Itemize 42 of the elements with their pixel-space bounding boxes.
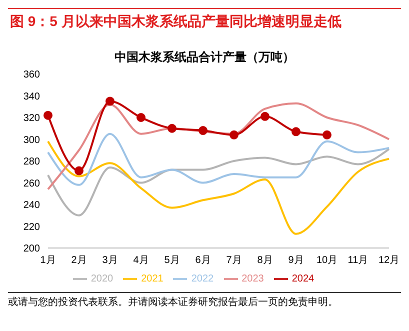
y-tick-label: 340 [23, 91, 40, 102]
point [136, 113, 146, 122]
point [44, 110, 52, 120]
y-tick-label: 240 [23, 200, 40, 212]
y-tick-label: 220 [23, 222, 40, 233]
x-tick-label: 1月 [40, 255, 56, 266]
text: 或请与您的投资代表联系。并请阅读本证券研究报告最后一页的免责申明。 [8, 295, 401, 309]
y-tick-label: 260 [23, 178, 40, 190]
x-tick-label: 6月 [195, 255, 211, 266]
y-tick-label: 200 [23, 244, 40, 255]
x-tick-label: 5月 [164, 255, 180, 266]
legend-label: 2022 [191, 274, 214, 285]
point [322, 130, 332, 140]
y-tick-label: 320 [23, 113, 40, 124]
x-tick-label: 10月 [316, 255, 338, 266]
x-tick-label: 7月 [226, 255, 242, 266]
legend-label: 2021 [141, 274, 164, 285]
x-tick-label: 12月 [378, 255, 400, 266]
point [106, 96, 114, 106]
line-series [47, 140, 390, 235]
legend-label: 2020 [90, 274, 114, 285]
chart-title: 图 9：5 月以来中国木浆系纸品产量同比增速明显走低 [8, 8, 401, 31]
x-tick-label: 4月 [133, 255, 149, 266]
point [74, 166, 84, 176]
point [292, 127, 300, 136]
x-tick-label: 2月 [71, 255, 87, 266]
point [260, 112, 270, 121]
chart-subtitle: 中国木浆系纸品合计产量（万吨） [114, 49, 296, 66]
y-tick-label: 360 [23, 70, 40, 81]
y-tick-label: 280 [23, 156, 40, 168]
x-tick-label: 11月 [348, 255, 368, 266]
point [230, 130, 238, 140]
x-tick-label: 8月 [257, 255, 273, 266]
x-tick-label: 3月 [102, 255, 118, 266]
x-tick-label: 9月 [288, 255, 304, 266]
point [198, 126, 208, 136]
legend-label: 2024 [292, 274, 314, 285]
y-tick-label: 300 [23, 134, 40, 146]
line-series [47, 148, 390, 216]
point [168, 124, 176, 133]
line-series [47, 132, 390, 186]
legend-label: 2023 [242, 274, 264, 285]
